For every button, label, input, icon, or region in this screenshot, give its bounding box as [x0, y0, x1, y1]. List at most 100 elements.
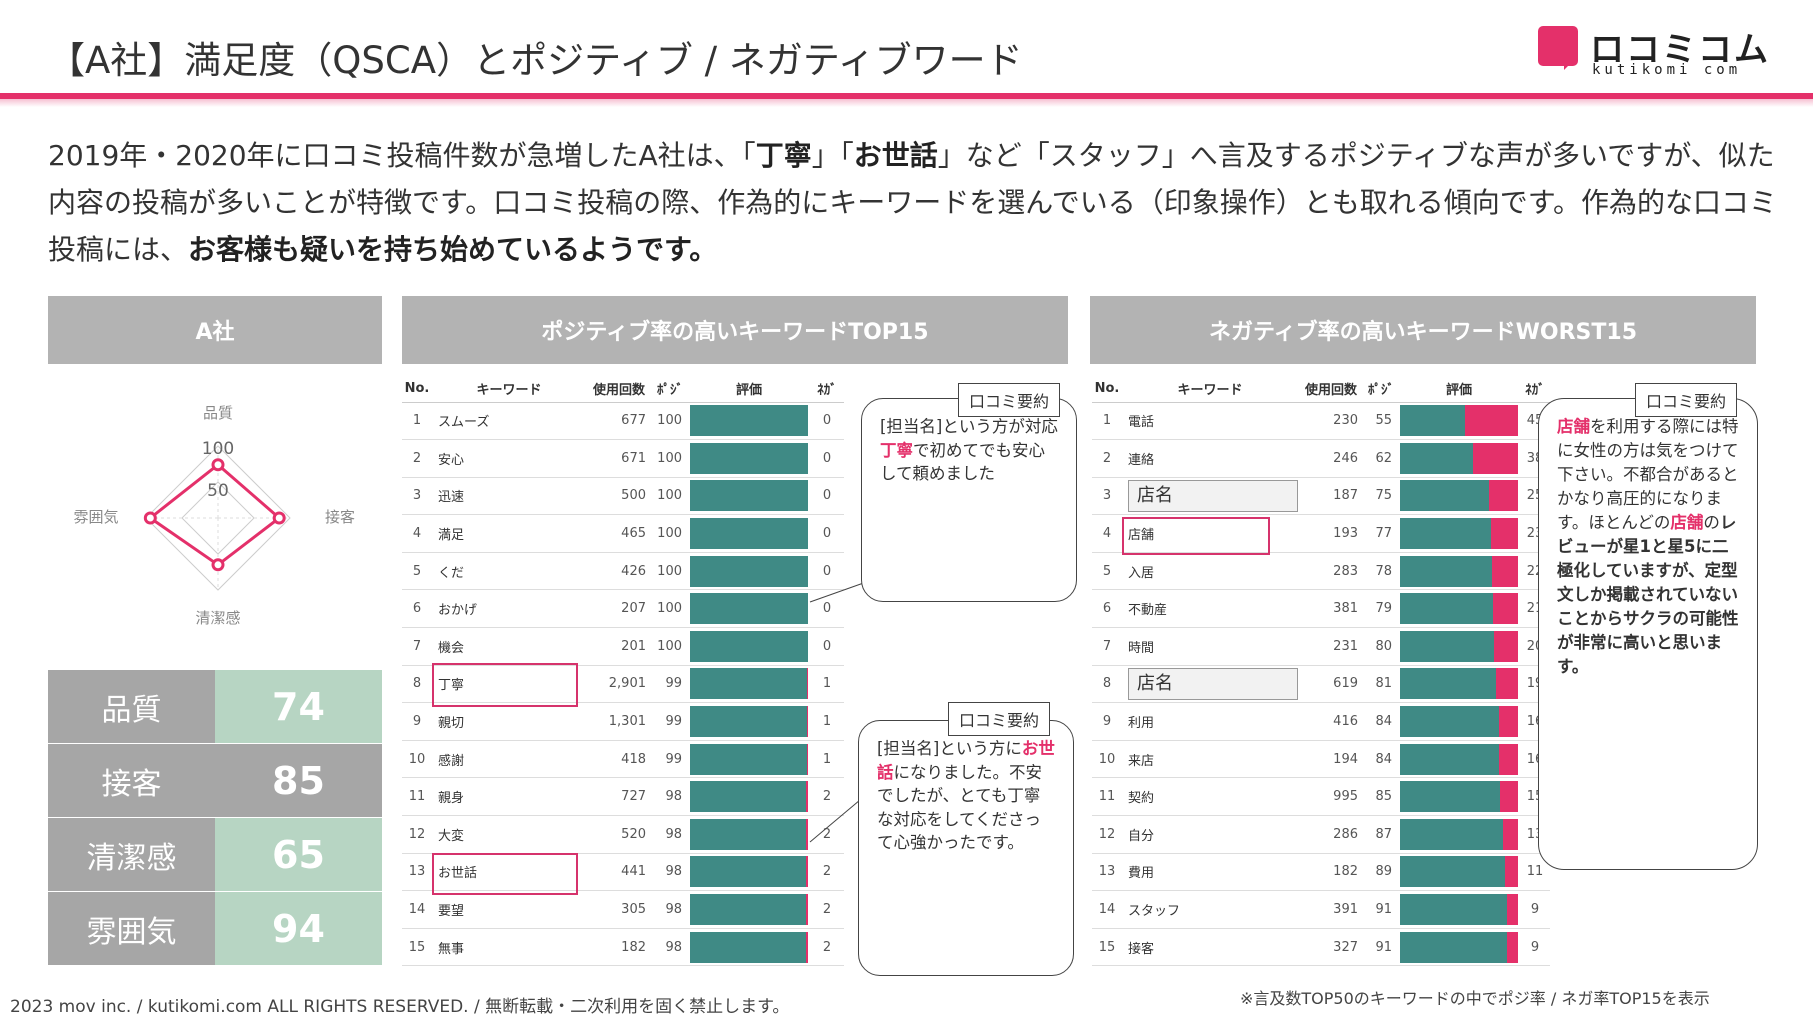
row-positive-rate: 100: [652, 589, 688, 629]
table-row: 2 安心 671 100 0: [402, 439, 844, 478]
row-positive-rate: 91: [1364, 928, 1398, 967]
positive-bubble-2: [担当名]という方にお世話になりました。不安でしたが、とても丁寧な対応をしてくだ…: [858, 720, 1074, 976]
row-keyword: 感謝: [432, 740, 586, 779]
table-row: 15 接客 327 91 9: [1092, 928, 1550, 967]
evaluation-bar: [690, 480, 808, 512]
masked-name-box: 店名: [1128, 479, 1298, 512]
row-no: 9: [1092, 702, 1122, 741]
evaluation-bar-positive: [1400, 593, 1494, 625]
table-row: 6 不動産 381 79 21: [1092, 589, 1550, 629]
row-positive-rate: 80: [1364, 627, 1398, 666]
evaluation-bar-positive: [1400, 818, 1503, 850]
evaluation-bar-positive: [690, 518, 808, 550]
table-row: 3 店名 187 75 25: [1092, 477, 1550, 516]
footer-copyright: 2023 mov inc. / kutikomi.com ALL RIGHTS …: [10, 997, 790, 1017]
row-positive-rate: 99: [652, 702, 688, 741]
highlight-teinei: [432, 663, 578, 707]
masked-name-box: 店名: [1128, 667, 1298, 700]
table-row: 10 来店 194 84 16: [1092, 740, 1550, 779]
radar-point: [143, 511, 157, 525]
row-keyword: 利用: [1122, 702, 1298, 741]
row-no: 13: [1092, 853, 1122, 892]
column-header-neg: ﾈｶﾞ: [1520, 376, 1550, 403]
row-keyword: スムーズ: [432, 402, 586, 441]
row-count: 286: [1298, 815, 1364, 854]
score-label: 接客: [48, 744, 215, 817]
row-no: 2: [1092, 439, 1122, 478]
row-negative-rate: 2: [810, 777, 844, 817]
row-positive-rate: 98: [652, 928, 688, 967]
positive-bubble-1-tag: 口コミ要約: [958, 383, 1061, 417]
evaluation-bar-positive: [1400, 856, 1506, 888]
evaluation-bar: [690, 894, 808, 926]
row-keyword: お世話: [432, 853, 586, 892]
evaluation-bar-positive: [1400, 894, 1508, 926]
table-row: 14 要望 305 98 2: [402, 890, 844, 929]
column-header-count: 使用回数: [1298, 376, 1364, 403]
row-positive-rate: 100: [652, 439, 688, 478]
row-negative-rate: 1: [810, 702, 844, 741]
row-keyword: 満足: [432, 514, 586, 553]
row-count: 201: [586, 627, 652, 666]
row-no: 11: [1092, 777, 1122, 817]
row-count: 677: [586, 402, 652, 441]
row-no: 6: [1092, 589, 1122, 629]
row-negative-rate: 2: [810, 890, 844, 929]
evaluation-bar: [690, 405, 808, 437]
evaluation-bar: [1400, 706, 1518, 738]
row-count: 727: [586, 777, 652, 817]
negative-bubble-tag: 口コミ要約: [1635, 383, 1738, 417]
row-count: 187: [1298, 477, 1364, 516]
row-positive-rate: 100: [652, 552, 688, 591]
row-negative-rate: 1: [810, 665, 844, 704]
row-no: 9: [402, 702, 432, 741]
row-no: 12: [1092, 815, 1122, 854]
evaluation-bar-positive: [690, 931, 806, 963]
row-no: 10: [1092, 740, 1122, 779]
row-no: 15: [1092, 928, 1122, 967]
evaluation-bar: [1400, 518, 1518, 550]
row-count: 418: [586, 740, 652, 779]
row-count: 207: [586, 589, 652, 629]
row-count: 671: [586, 439, 652, 478]
table-row: 4 満足 465 100 0: [402, 514, 844, 553]
row-keyword: 不動産: [1122, 589, 1298, 629]
highlight-tenpo: [1122, 517, 1270, 555]
radar-point: [211, 558, 225, 572]
radar-axis-label: 品質: [203, 404, 233, 422]
row-count: 231: [1298, 627, 1364, 666]
evaluation-bar: [1400, 931, 1518, 963]
row-no: 5: [1092, 552, 1122, 591]
row-count: 182: [586, 928, 652, 967]
score-table: 品質 74 接客 85 清潔感 65 雰囲気 94: [48, 670, 382, 966]
evaluation-bar-positive: [690, 856, 806, 888]
table-row: 14 スタッフ 391 91 9: [1092, 890, 1550, 929]
row-negative-rate: 1: [810, 740, 844, 779]
evaluation-bar-positive: [690, 706, 807, 738]
row-count: 416: [1298, 702, 1364, 741]
evaluation-bar-positive: [690, 668, 807, 700]
row-positive-rate: 62: [1364, 439, 1398, 478]
table-row: 15 無事 182 98 2: [402, 928, 844, 967]
radar-axis-label: 清潔感: [195, 609, 240, 627]
table-row: 6 おかげ 207 100 0: [402, 589, 844, 629]
row-count: 305: [586, 890, 652, 929]
highlight-osewa: [432, 853, 578, 895]
score-value: 94: [215, 892, 382, 965]
row-negative-rate: 0: [810, 514, 844, 553]
row-positive-rate: 85: [1364, 777, 1398, 817]
logo-subtext: kutikomi com: [1592, 62, 1742, 78]
table-row: 1 スムーズ 677 100 0: [402, 402, 844, 441]
evaluation-bar: [690, 931, 808, 963]
row-keyword: 接客: [1122, 928, 1298, 967]
row-positive-rate: 75: [1364, 477, 1398, 516]
row-count: 500: [586, 477, 652, 516]
table-row: 11 契約 995 85 15: [1092, 777, 1550, 817]
evaluation-bar: [690, 518, 808, 550]
evaluation-bar: [690, 706, 808, 738]
evaluation-bar: [690, 818, 808, 850]
row-positive-rate: 100: [652, 477, 688, 516]
evaluation-bar-positive: [1400, 706, 1500, 738]
score-value: 85: [215, 744, 382, 817]
row-keyword: おかげ: [432, 589, 586, 629]
